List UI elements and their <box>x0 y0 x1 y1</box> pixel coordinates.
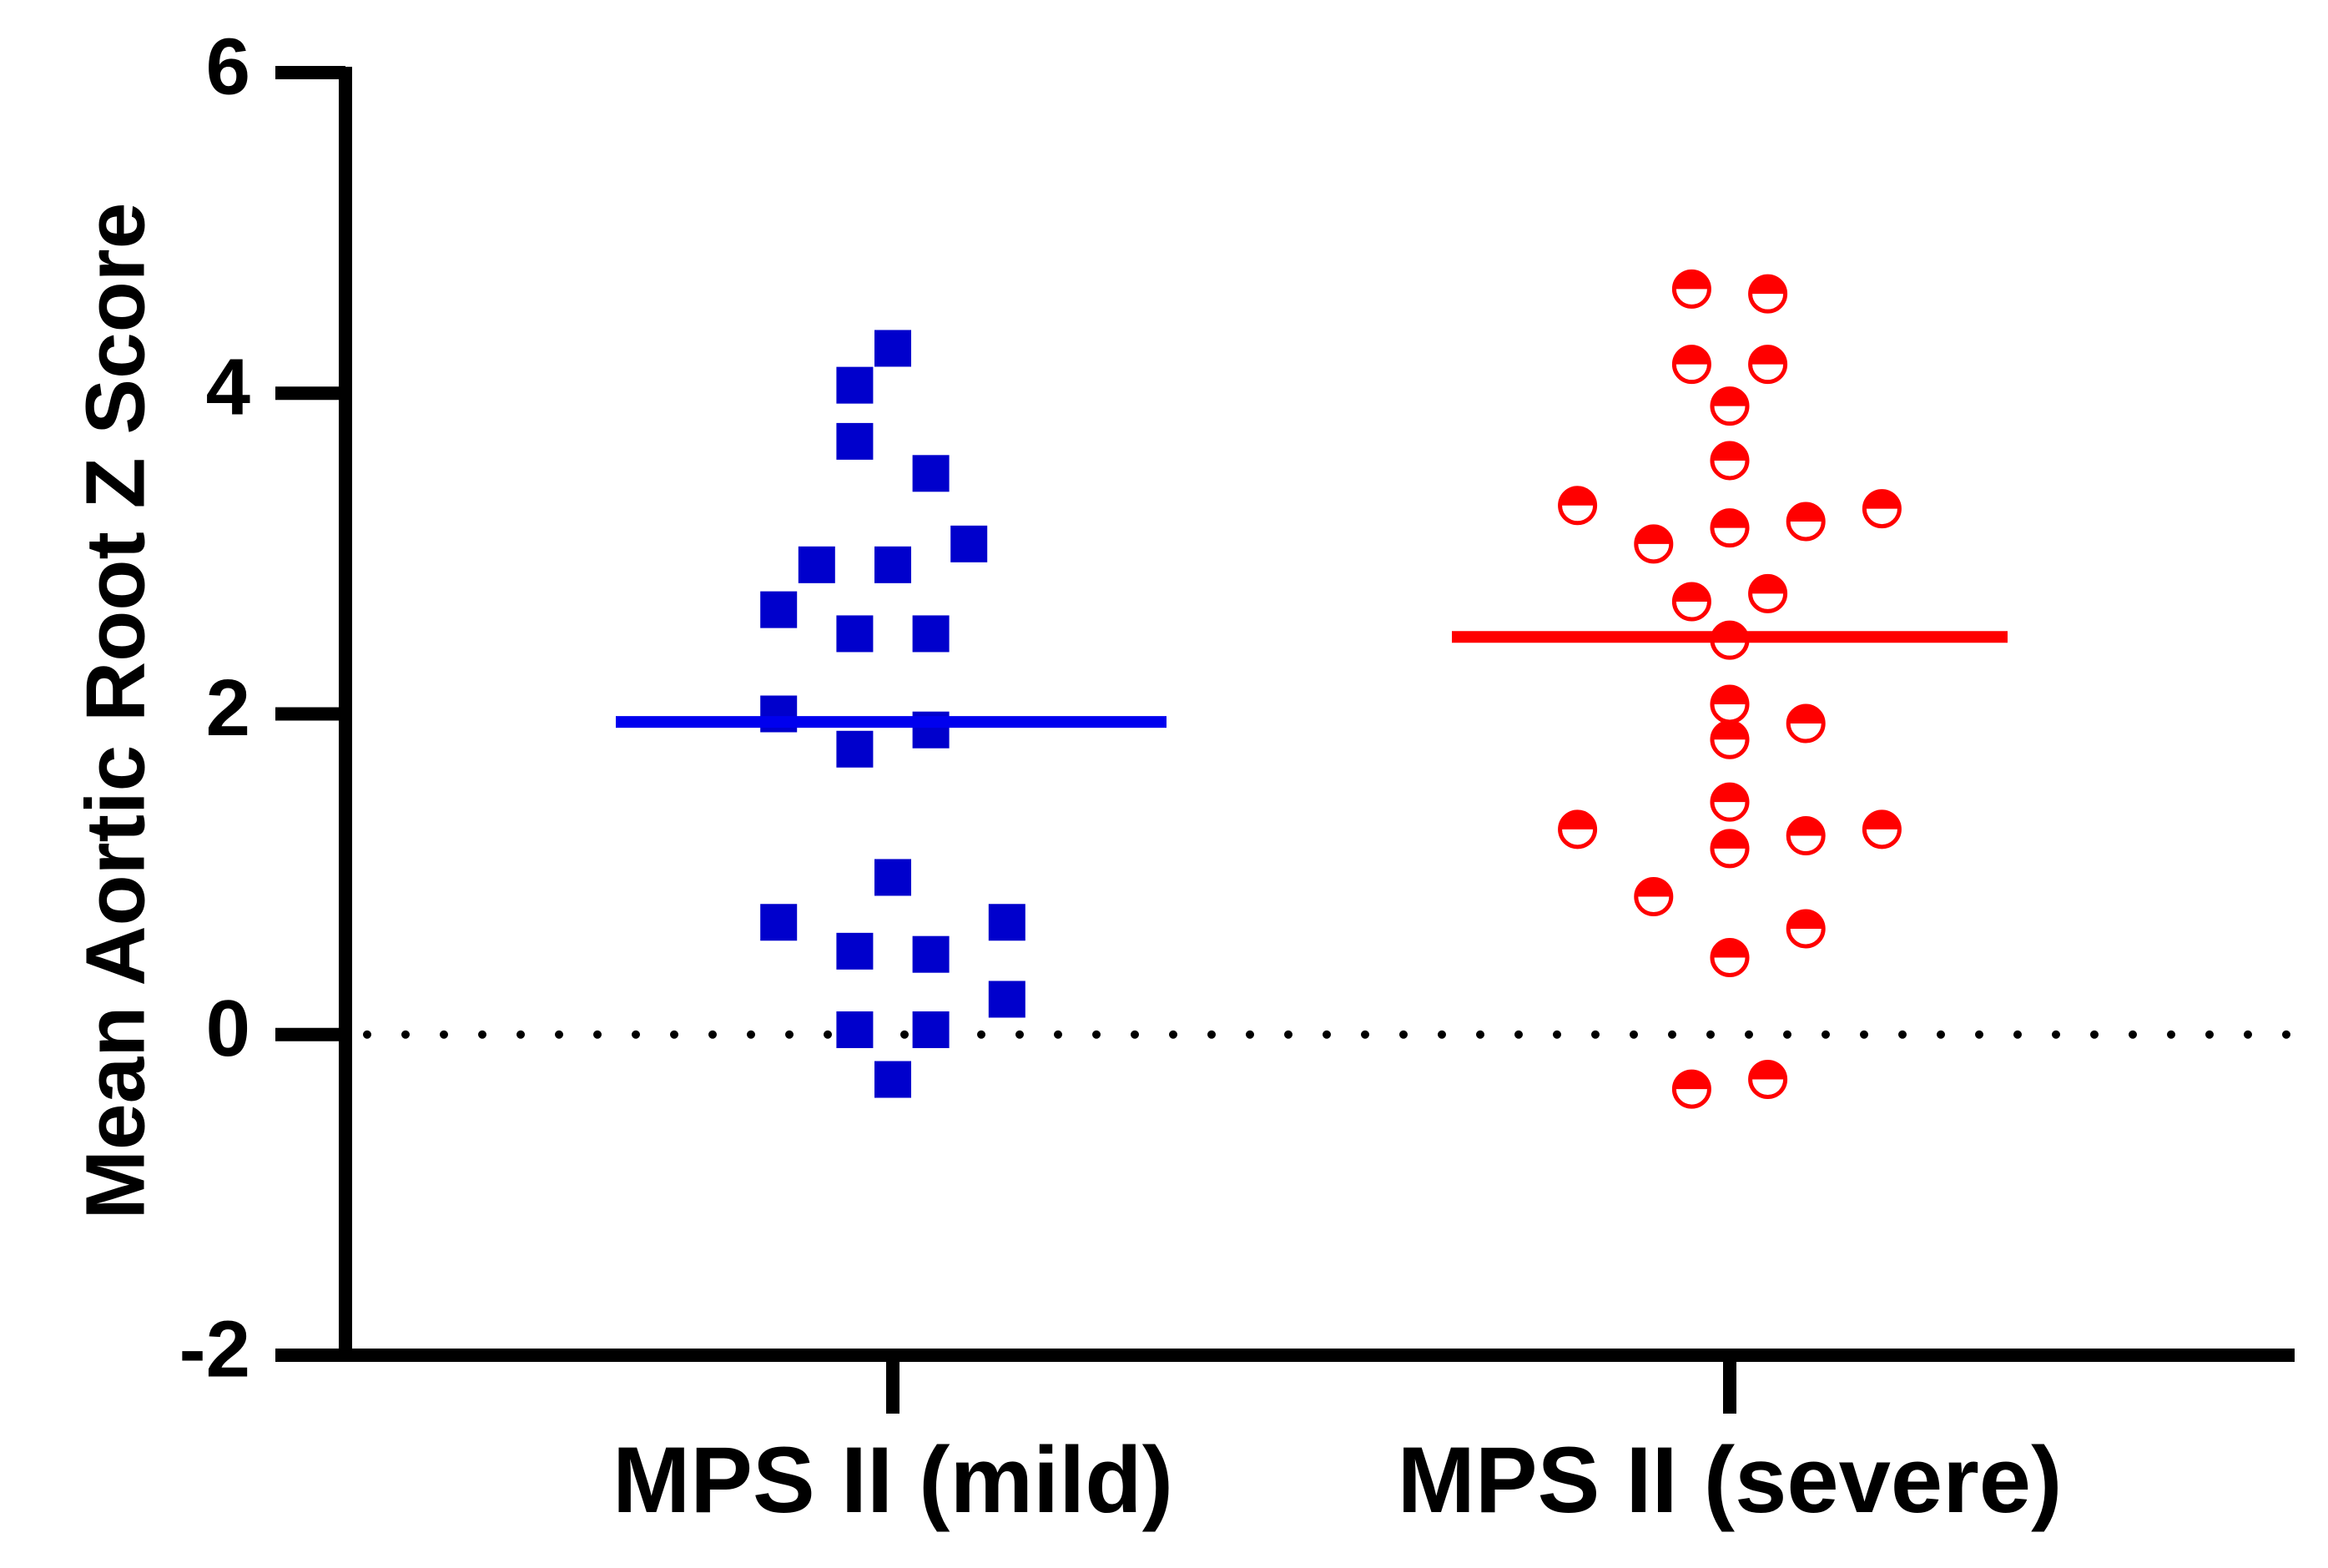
data-point <box>912 615 950 653</box>
data-point <box>988 904 1025 941</box>
data-point <box>1558 809 1598 850</box>
marker-fill-half <box>1750 576 1786 594</box>
data-point <box>1710 684 1750 724</box>
marker-fill-half <box>1712 830 1747 849</box>
y-tick-label: 0 <box>206 984 250 1073</box>
series-severe <box>1452 269 2008 1109</box>
data-point <box>1671 582 1711 622</box>
marker-fill-half <box>1712 686 1747 704</box>
data-point <box>874 546 911 583</box>
marker-fill-half <box>1560 487 1595 506</box>
marker-fill-half <box>1712 388 1747 406</box>
data-point <box>836 422 874 460</box>
data-point <box>1786 909 1826 949</box>
data-point <box>874 1061 911 1098</box>
plot-area <box>363 269 2295 1109</box>
marker-fill-half <box>1560 811 1595 829</box>
data-point <box>1710 829 1750 869</box>
data-point <box>950 525 988 562</box>
marker-fill-half <box>1864 491 1900 509</box>
marker-fill-half <box>1750 1061 1786 1080</box>
y-tick-label: 2 <box>206 663 250 753</box>
data-point <box>836 366 874 404</box>
data-point <box>1671 345 1711 385</box>
marker-fill-half <box>1712 442 1747 461</box>
marker-fill-half <box>1788 818 1824 836</box>
data-point <box>1862 489 1902 529</box>
data-point <box>1748 274 1788 314</box>
marker-fill-half <box>1674 271 1710 290</box>
data-point <box>988 981 1025 1018</box>
data-point <box>836 932 874 970</box>
data-point <box>1710 508 1750 548</box>
marker-fill-half <box>1674 1071 1710 1090</box>
data-point <box>912 935 950 973</box>
marker-fill-half <box>1674 584 1710 602</box>
marker-fill-half <box>1712 940 1747 958</box>
marker-fill-half <box>1788 706 1824 724</box>
y-tick-label: 6 <box>206 22 250 111</box>
data-point <box>760 591 798 628</box>
data-point <box>1671 269 1711 309</box>
data-point <box>1748 573 1788 613</box>
data-point <box>1710 719 1750 759</box>
data-point <box>1786 703 1826 744</box>
marker-fill-half <box>1635 526 1671 544</box>
data-point <box>1634 524 1674 564</box>
data-point <box>836 615 874 653</box>
y-tick-label: 4 <box>206 343 250 432</box>
data-point <box>1748 1060 1788 1100</box>
data-point <box>1710 386 1750 426</box>
data-point <box>912 455 950 492</box>
marker-fill-half <box>1635 879 1671 897</box>
marker-fill-half <box>1864 811 1900 829</box>
x-category-label: MPS II (mild) <box>612 1428 1173 1532</box>
data-point <box>1634 877 1674 917</box>
marker-fill-half <box>1712 722 1747 740</box>
data-point <box>760 904 798 941</box>
data-point <box>1786 816 1826 856</box>
data-point <box>874 330 911 367</box>
y-axis-ticks: -2 0 2 4 6 <box>179 22 345 1394</box>
x-axis-ticks: MPS II (mild) MPS II (severe) <box>612 1355 2062 1532</box>
data-point <box>1862 809 1902 850</box>
marker-fill-half <box>1712 510 1747 528</box>
marker-fill-half <box>1750 276 1786 295</box>
data-point <box>836 730 874 768</box>
data-point <box>1710 938 1750 978</box>
y-axis-title: Mean Aortic Root Z Score <box>68 203 162 1220</box>
x-category-label: MPS II (severe) <box>1398 1428 2063 1532</box>
data-point <box>836 1011 874 1048</box>
marker-fill-half <box>1712 784 1747 803</box>
marker-fill-half <box>1674 346 1710 365</box>
data-point <box>1558 486 1598 526</box>
y-tick-label: -2 <box>179 1304 250 1394</box>
series-mild <box>616 330 1167 1098</box>
marker-fill-half <box>1788 910 1824 929</box>
data-point <box>1710 441 1750 481</box>
marker-fill-half <box>1750 346 1786 365</box>
data-point <box>874 859 911 896</box>
data-point <box>1671 1069 1711 1109</box>
data-point <box>1710 782 1750 822</box>
data-point <box>1748 345 1788 385</box>
marker-fill-half <box>1788 503 1824 522</box>
data-point <box>1786 502 1826 542</box>
data-point <box>912 1011 950 1048</box>
data-point <box>798 546 835 583</box>
